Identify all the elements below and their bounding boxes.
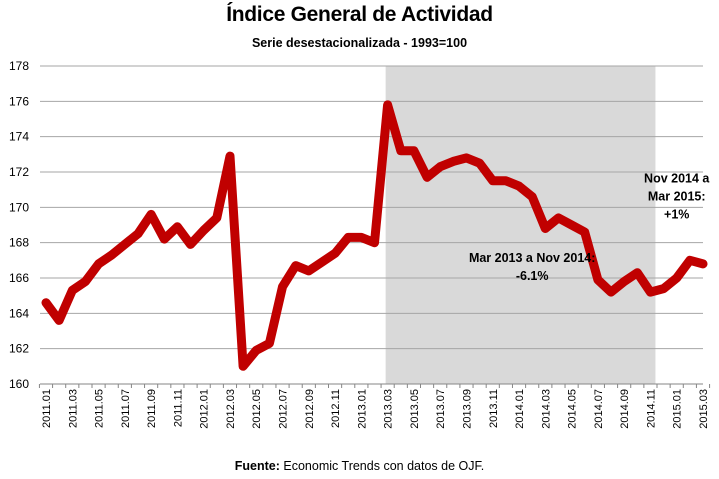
x-tick-label: 2013.03: [383, 389, 395, 429]
annotation-text: -6.1%: [516, 269, 549, 283]
x-tick-label: 2011.07: [120, 389, 132, 428]
x-tick-label: 2013.07: [435, 389, 447, 429]
chart-title: Índice General de Actividad: [226, 3, 493, 26]
x-tick-label: 2015.03: [698, 389, 710, 429]
x-tick-label: 2012.05: [251, 389, 263, 429]
x-tick-label: 2014.07: [593, 389, 605, 429]
x-tick-label: 2011.03: [67, 389, 79, 428]
shaded-region: [385, 66, 656, 384]
x-tick-label: 2014.03: [540, 389, 552, 429]
y-tick-label: 162: [9, 342, 29, 356]
y-tick-label: 172: [9, 165, 29, 179]
x-tick-label: 2013.09: [461, 389, 473, 429]
x-tick-label: 2013.05: [409, 389, 421, 429]
x-tick-label: 2014.01: [514, 389, 526, 429]
x-tick-label: 2012.09: [304, 389, 316, 429]
x-tick-label: 2014.05: [567, 389, 579, 429]
x-tick-label: 2015.01: [672, 389, 684, 429]
annotation-text: Mar 2015:: [648, 190, 706, 204]
x-tick-label: 2014.09: [619, 389, 631, 429]
x-tick-label: 2012.03: [225, 389, 237, 429]
source-text: Economic Trends con datos de OJF.: [279, 459, 485, 473]
x-tick-label: 2014.11: [645, 389, 657, 428]
y-axis-tick-labels: 160 162 164 166 168 170 172 174 176 178: [9, 59, 29, 391]
shaded-region-layer: [385, 66, 656, 384]
x-tick-label: 2011.11: [172, 389, 184, 427]
y-tick-label: 170: [9, 200, 29, 214]
series-layer: [41, 100, 708, 371]
annotation-text: Nov 2014 a: [644, 172, 710, 186]
y-tick-label: 160: [9, 377, 29, 391]
x-tick-label: 2012.11: [330, 389, 342, 428]
x-tick-label: 2011.01: [41, 389, 53, 428]
x-tick-label: 2013.11: [488, 389, 500, 428]
annotation-text: +1%: [664, 208, 689, 222]
x-tick-label: 2011.09: [146, 389, 158, 428]
y-tick-label: 176: [9, 94, 29, 108]
x-tick-label: 2013.01: [356, 389, 368, 429]
source-label: Fuente:: [234, 459, 280, 473]
y-tick-label: 168: [9, 236, 29, 250]
source-note: Fuente: Economic Trends con datos de OJF…: [0, 459, 719, 473]
y-tick-label: 178: [9, 59, 29, 73]
x-tick-label: 2012.07: [278, 389, 290, 429]
y-tick-label: 164: [9, 306, 29, 320]
x-axis: 2011.01 2011.03 2011.05 2011.07 2011.09 2011.…: [38, 384, 711, 429]
chart-subtitle: Serie desestacionalizada - 1993=100: [251, 36, 468, 50]
annotations: Mar 2013 a Nov 2014: -6.1% Nov 2014 a Mar 2…: [469, 172, 710, 284]
y-tick-label: 166: [9, 271, 29, 285]
annotation-text: Mar 2013 a Nov 2014:: [469, 251, 595, 265]
y-tick-label: 174: [9, 130, 29, 144]
x-tick-label: 2011.05: [94, 389, 106, 428]
x-tick-label: 2012.01: [199, 389, 211, 429]
gridlines: [40, 65, 703, 385]
